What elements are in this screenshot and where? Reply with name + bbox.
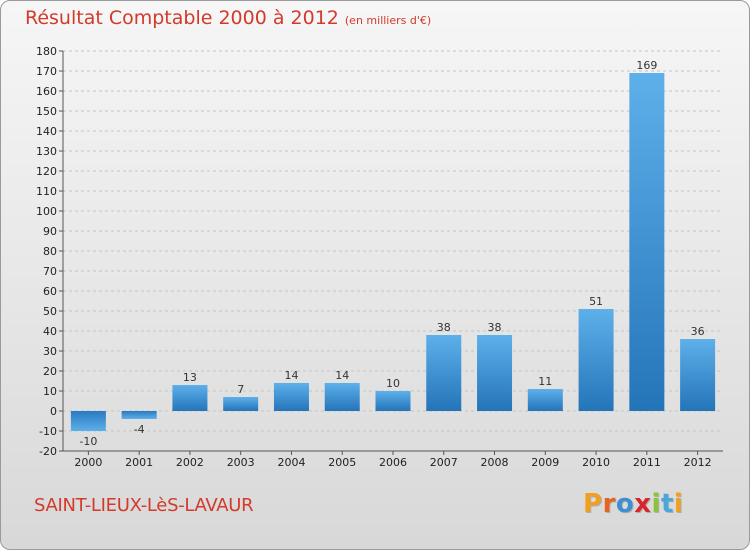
x-tick-label: 2002 <box>176 456 204 469</box>
x-tick-label: 2010 <box>582 456 610 469</box>
y-tick-label: 120 <box>36 165 57 178</box>
brand-letter: t <box>660 489 674 519</box>
chart-title: Résultat Comptable 2000 à 2012 (en millie… <box>25 7 431 29</box>
bar <box>70 411 106 431</box>
x-tick-label: 2012 <box>684 456 712 469</box>
bar <box>527 389 563 411</box>
brand-letter: r <box>602 489 616 519</box>
x-tick-label: 2007 <box>430 456 458 469</box>
y-tick-label: 160 <box>36 85 57 98</box>
chart-unit: (en milliers d'€) <box>344 14 432 27</box>
brand-logo: Proxiti <box>583 489 683 519</box>
y-tick-label: 130 <box>36 145 57 158</box>
data-label: 14 <box>335 369 349 382</box>
data-label: 7 <box>237 383 244 396</box>
bar <box>680 339 716 411</box>
bar <box>273 383 309 411</box>
data-label: -10 <box>79 435 97 448</box>
x-tick-label: 2005 <box>328 456 356 469</box>
brand-letter: o <box>615 489 635 519</box>
data-label: 51 <box>589 295 603 308</box>
x-tick-label: 2004 <box>277 456 305 469</box>
bar <box>121 411 157 419</box>
data-label: 169 <box>636 59 657 72</box>
y-tick-label: 80 <box>43 245 57 258</box>
x-tick-label: 2000 <box>74 456 102 469</box>
y-tick-label: -10 <box>39 425 57 438</box>
data-label: 13 <box>183 371 197 384</box>
bar <box>324 383 360 411</box>
data-label: 38 <box>488 321 502 334</box>
brand-letter: x <box>634 489 652 519</box>
bar <box>426 335 462 411</box>
x-tick-label: 2003 <box>227 456 255 469</box>
chart-title-text: Résultat Comptable 2000 à 2012 <box>25 7 339 29</box>
bar <box>172 385 208 411</box>
y-tick-label: 140 <box>36 125 57 138</box>
x-tick-label: 2008 <box>481 456 509 469</box>
x-tick-label: 2009 <box>531 456 559 469</box>
bar <box>629 73 665 411</box>
y-tick-label: 20 <box>43 365 57 378</box>
y-tick-label: 150 <box>36 105 57 118</box>
y-tick-label: 90 <box>43 225 57 238</box>
x-tick-label: 2001 <box>125 456 153 469</box>
y-tick-label: 30 <box>43 345 57 358</box>
y-tick-label: 50 <box>43 305 57 318</box>
x-tick-label: 2011 <box>633 456 661 469</box>
bar <box>477 335 513 411</box>
y-tick-label: 40 <box>43 325 57 338</box>
bars <box>70 73 716 431</box>
data-label: 10 <box>386 377 400 390</box>
bar <box>578 309 614 411</box>
x-tick-label: 2006 <box>379 456 407 469</box>
data-label: 38 <box>437 321 451 334</box>
y-tick-label: -20 <box>39 445 57 458</box>
axes: -20 -10 0 10 20 30 40 50 60 70 80 90 100 110 120 130 140… <box>36 45 723 469</box>
y-tick-label: 170 <box>36 65 57 78</box>
y-tick-label: 0 <box>50 405 57 418</box>
y-tick-label: 10 <box>43 385 57 398</box>
y-tick-label: 60 <box>43 285 57 298</box>
brand-letter: P <box>583 489 603 519</box>
data-label: -4 <box>134 423 145 436</box>
y-tick-label: 100 <box>36 205 57 218</box>
brand-letter: i <box>673 489 684 519</box>
data-label: 14 <box>284 369 298 382</box>
bar <box>223 397 259 411</box>
data-label: 11 <box>538 375 552 388</box>
bar <box>375 391 411 411</box>
y-tick-label: 70 <box>43 265 57 278</box>
commune-name: SAINT-LIEUX-LèS-LAVAUR <box>34 495 254 516</box>
data-label: 36 <box>691 325 705 338</box>
y-tick-label: 180 <box>36 45 57 58</box>
data-labels: -10 -4 13 7 14 14 10 38 38 11 51 169 36 <box>79 59 704 448</box>
y-tick-label: 110 <box>36 185 57 198</box>
brand-letter: i <box>651 489 661 519</box>
